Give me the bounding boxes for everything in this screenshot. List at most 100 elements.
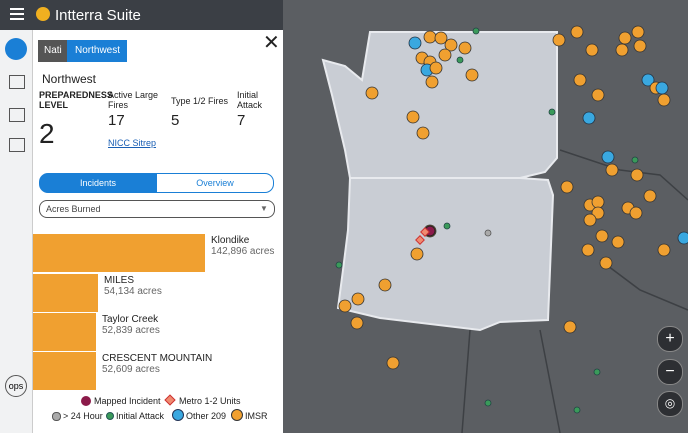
stat-label: Initial Attack	[237, 90, 263, 110]
map-marker[interactable]	[611, 235, 625, 249]
map-marker[interactable]	[444, 38, 458, 52]
incident-name[interactable]: CRESCENT MOUNTAIN	[102, 353, 213, 364]
incident-acres: 52,609 acres	[102, 364, 160, 375]
map-marker[interactable]	[425, 75, 439, 89]
map-marker[interactable]	[408, 36, 422, 50]
map-marker[interactable]	[585, 43, 599, 57]
map-marker[interactable]	[429, 61, 443, 75]
map-marker[interactable]	[605, 163, 619, 177]
map-marker[interactable]	[406, 110, 420, 124]
stat-label: PREPAREDNESS LEVEL	[39, 90, 113, 110]
map-marker[interactable]	[615, 43, 629, 57]
map-marker[interactable]	[456, 56, 464, 64]
nav-analytics[interactable]	[9, 138, 25, 152]
incident-name[interactable]: Klondike	[211, 235, 250, 246]
map-marker[interactable]	[583, 213, 597, 227]
map-marker[interactable]	[581, 243, 595, 257]
map-marker[interactable]	[657, 243, 671, 257]
stat-value: 5	[171, 112, 180, 129]
ops-button[interactable]: ops	[5, 375, 27, 397]
map-marker[interactable]	[443, 222, 451, 230]
map-marker[interactable]	[677, 231, 688, 245]
map-marker[interactable]	[629, 206, 643, 220]
map-marker[interactable]	[599, 256, 613, 270]
map-marker[interactable]	[655, 81, 669, 95]
incident-acres: 52,839 acres	[102, 325, 160, 336]
map-marker[interactable]	[386, 356, 400, 370]
map-marker[interactable]	[643, 189, 657, 203]
zoom-out[interactable]: −	[657, 359, 683, 385]
map-marker[interactable]	[582, 111, 596, 125]
panel: Nati Northwest ✕ Northwest PREPAREDNESS …	[33, 30, 283, 433]
region-name: Northwest	[42, 72, 97, 86]
map-marker[interactable]	[438, 48, 452, 62]
dropdown-arrow: ▼	[260, 204, 268, 213]
map-marker[interactable]	[593, 368, 601, 376]
map-marker[interactable]	[416, 126, 430, 140]
map-marker[interactable]	[484, 399, 492, 407]
map-marker[interactable]	[410, 247, 424, 261]
map-marker[interactable]	[570, 25, 584, 39]
stat-value: 2	[39, 118, 55, 149]
map-marker[interactable]	[335, 261, 343, 269]
map-marker[interactable]	[573, 406, 581, 414]
map-marker[interactable]	[573, 73, 587, 87]
map-marker[interactable]	[548, 108, 556, 116]
map-marker[interactable]	[630, 168, 644, 182]
map-marker[interactable]	[641, 73, 655, 87]
map-marker[interactable]	[365, 86, 379, 100]
map-marker[interactable]	[601, 150, 615, 164]
map-marker[interactable]	[633, 39, 647, 53]
metro-unit[interactable]	[415, 235, 425, 245]
map-marker[interactable]	[591, 206, 605, 220]
breadcrumb[interactable]: Nati	[38, 40, 69, 62]
app-title: Intterra Suite	[55, 7, 141, 24]
tab-overview[interactable]: Overview	[156, 173, 274, 193]
map-marker[interactable]	[563, 320, 577, 334]
legend-swatch	[106, 412, 114, 420]
legend-label: Initial Attack	[116, 411, 165, 421]
map-marker[interactable]	[434, 31, 448, 45]
map-marker[interactable]	[631, 25, 645, 39]
incident-acres: 54,134 acres	[104, 286, 162, 297]
map-marker[interactable]	[552, 33, 566, 47]
metro-unit[interactable]	[420, 227, 430, 237]
close-button[interactable]: ✕	[263, 32, 280, 54]
top-bar: Intterra Suite	[0, 0, 283, 30]
stat-value: 17	[108, 112, 125, 129]
map-marker[interactable]	[458, 41, 472, 55]
legend-label: Mapped Incident	[94, 396, 161, 406]
map-marker[interactable]	[465, 68, 479, 82]
map-marker[interactable]	[351, 292, 365, 306]
legend-swatch	[172, 409, 184, 421]
map-marker[interactable]	[657, 93, 671, 107]
map-marker[interactable]	[591, 88, 605, 102]
incident-bar	[33, 313, 96, 351]
menu-button[interactable]	[10, 8, 24, 10]
tab-incidents[interactable]: Incidents	[39, 173, 157, 193]
nav-draw[interactable]	[9, 108, 25, 122]
map-marker[interactable]	[472, 27, 480, 35]
breadcrumb[interactable]: Northwest	[67, 40, 127, 62]
map-marker[interactable]	[595, 229, 609, 243]
sitrep-link[interactable]: NICC Sitrep	[108, 138, 157, 148]
zoom-in[interactable]: +	[657, 326, 683, 352]
map-marker[interactable]	[338, 299, 352, 313]
map-marker[interactable]	[378, 278, 392, 292]
map-marker[interactable]	[591, 195, 605, 209]
map-marker[interactable]	[618, 31, 632, 45]
map-marker[interactable]	[350, 316, 364, 330]
locate-button[interactable]: ◎	[657, 391, 683, 417]
incident-name[interactable]: Taylor Creek	[102, 314, 159, 325]
map-marker[interactable]	[484, 229, 492, 237]
map-marker[interactable]	[423, 30, 437, 44]
map-marker[interactable]	[560, 180, 574, 194]
incident-bar	[33, 234, 205, 272]
nav-layers[interactable]	[9, 75, 25, 89]
map-marker[interactable]	[631, 156, 639, 164]
legend-swatch	[81, 396, 91, 406]
nav-dashboard[interactable]	[5, 38, 27, 60]
incident-name[interactable]: MILES	[104, 275, 135, 286]
sort-dropdown[interactable]: Acres Burned	[39, 200, 275, 218]
legend-label: IMSR	[245, 411, 268, 421]
